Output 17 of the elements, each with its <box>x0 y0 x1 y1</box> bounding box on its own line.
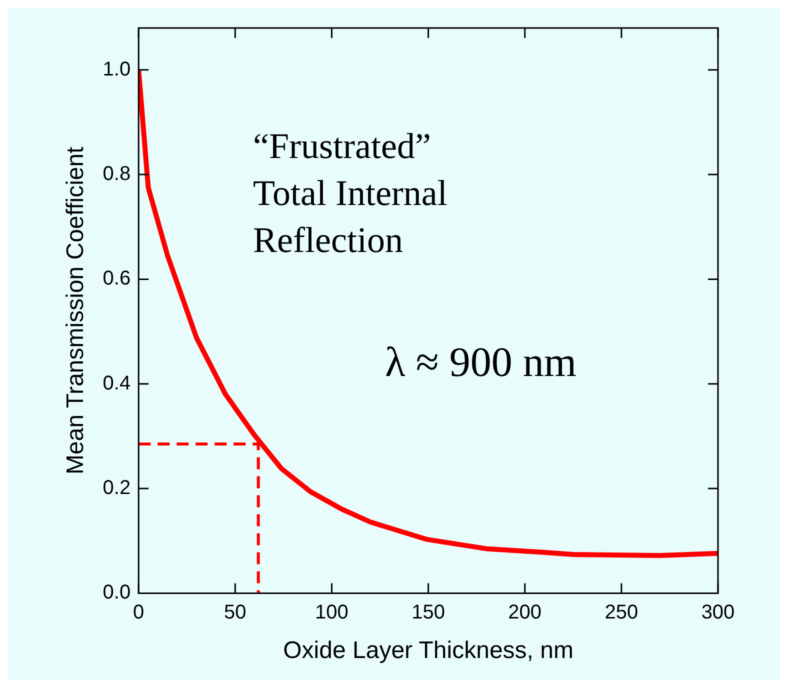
x-tick-label: 250 <box>604 602 638 624</box>
x-tick-label: 100 <box>315 602 348 624</box>
y-tick-label: 0.0 <box>102 582 131 604</box>
annotation: λ ≈ 900 nm <box>385 339 578 388</box>
x-tick-label: 300 <box>701 602 735 624</box>
y-tick-label: 0.8 <box>102 163 131 186</box>
annotation: “Frustrated” Total Internal Reflection <box>253 125 448 262</box>
y-tick-label: 1.0 <box>102 58 131 80</box>
y-tick-label: 0.2 <box>102 477 131 500</box>
y-axis-title: Mean Transmission Coefficient <box>62 146 90 474</box>
x-tick-label: 0 <box>133 602 144 624</box>
y-tick-label: 0.4 <box>102 372 131 394</box>
x-tick-label: 150 <box>412 602 445 624</box>
x-tick-label: 200 <box>508 602 542 624</box>
x-tick-label: 50 <box>224 602 246 624</box>
y-tick-label: 0.6 <box>102 268 131 290</box>
x-axis-title: Oxide Layer Thickness, nm <box>283 637 574 664</box>
